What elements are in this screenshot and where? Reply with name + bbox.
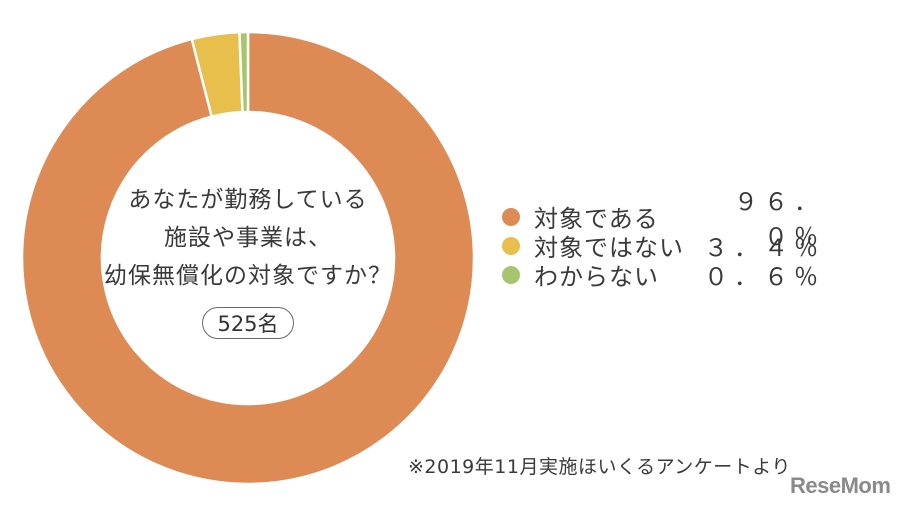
legend-label: 対象ではない	[534, 234, 684, 262]
donut-slice-2	[238, 30, 250, 114]
legend-dot-icon	[502, 265, 520, 284]
chart-question-line-3: 幼保無償化の対象ですか？	[104, 263, 392, 289]
chart-question-line-2: 施設や事業は、	[164, 225, 332, 251]
donut-chart	[20, 30, 476, 486]
donut-slice-0	[20, 30, 476, 486]
respondent-count-badge: 525名	[202, 307, 294, 339]
source-note: ※2019年11月実施ほいくるアンケートより	[408, 456, 791, 478]
legend-label: 対象である	[534, 205, 659, 233]
legend-label: わからない	[534, 263, 659, 291]
legend-value: ３．４％	[704, 234, 824, 262]
legend-item-unknown: わからない ０．６％	[502, 260, 824, 291]
legend-value: ９６．０％	[734, 187, 824, 251]
resemom-logo: ReseMom	[790, 473, 891, 498]
legend: 対象である ９６．０％ 対象ではない ３．４％ わからない ０．６％	[502, 188, 824, 291]
legend-item-not-target: 対象ではない ３．４％	[502, 231, 824, 262]
legend-dot-icon	[502, 236, 520, 255]
chart-question-line-1: あなたが勤務している	[128, 187, 368, 213]
legend-dot-icon	[502, 207, 520, 226]
legend-item-target: 対象である ９６．０％	[502, 188, 824, 251]
legend-value: ０．６％	[704, 263, 824, 291]
